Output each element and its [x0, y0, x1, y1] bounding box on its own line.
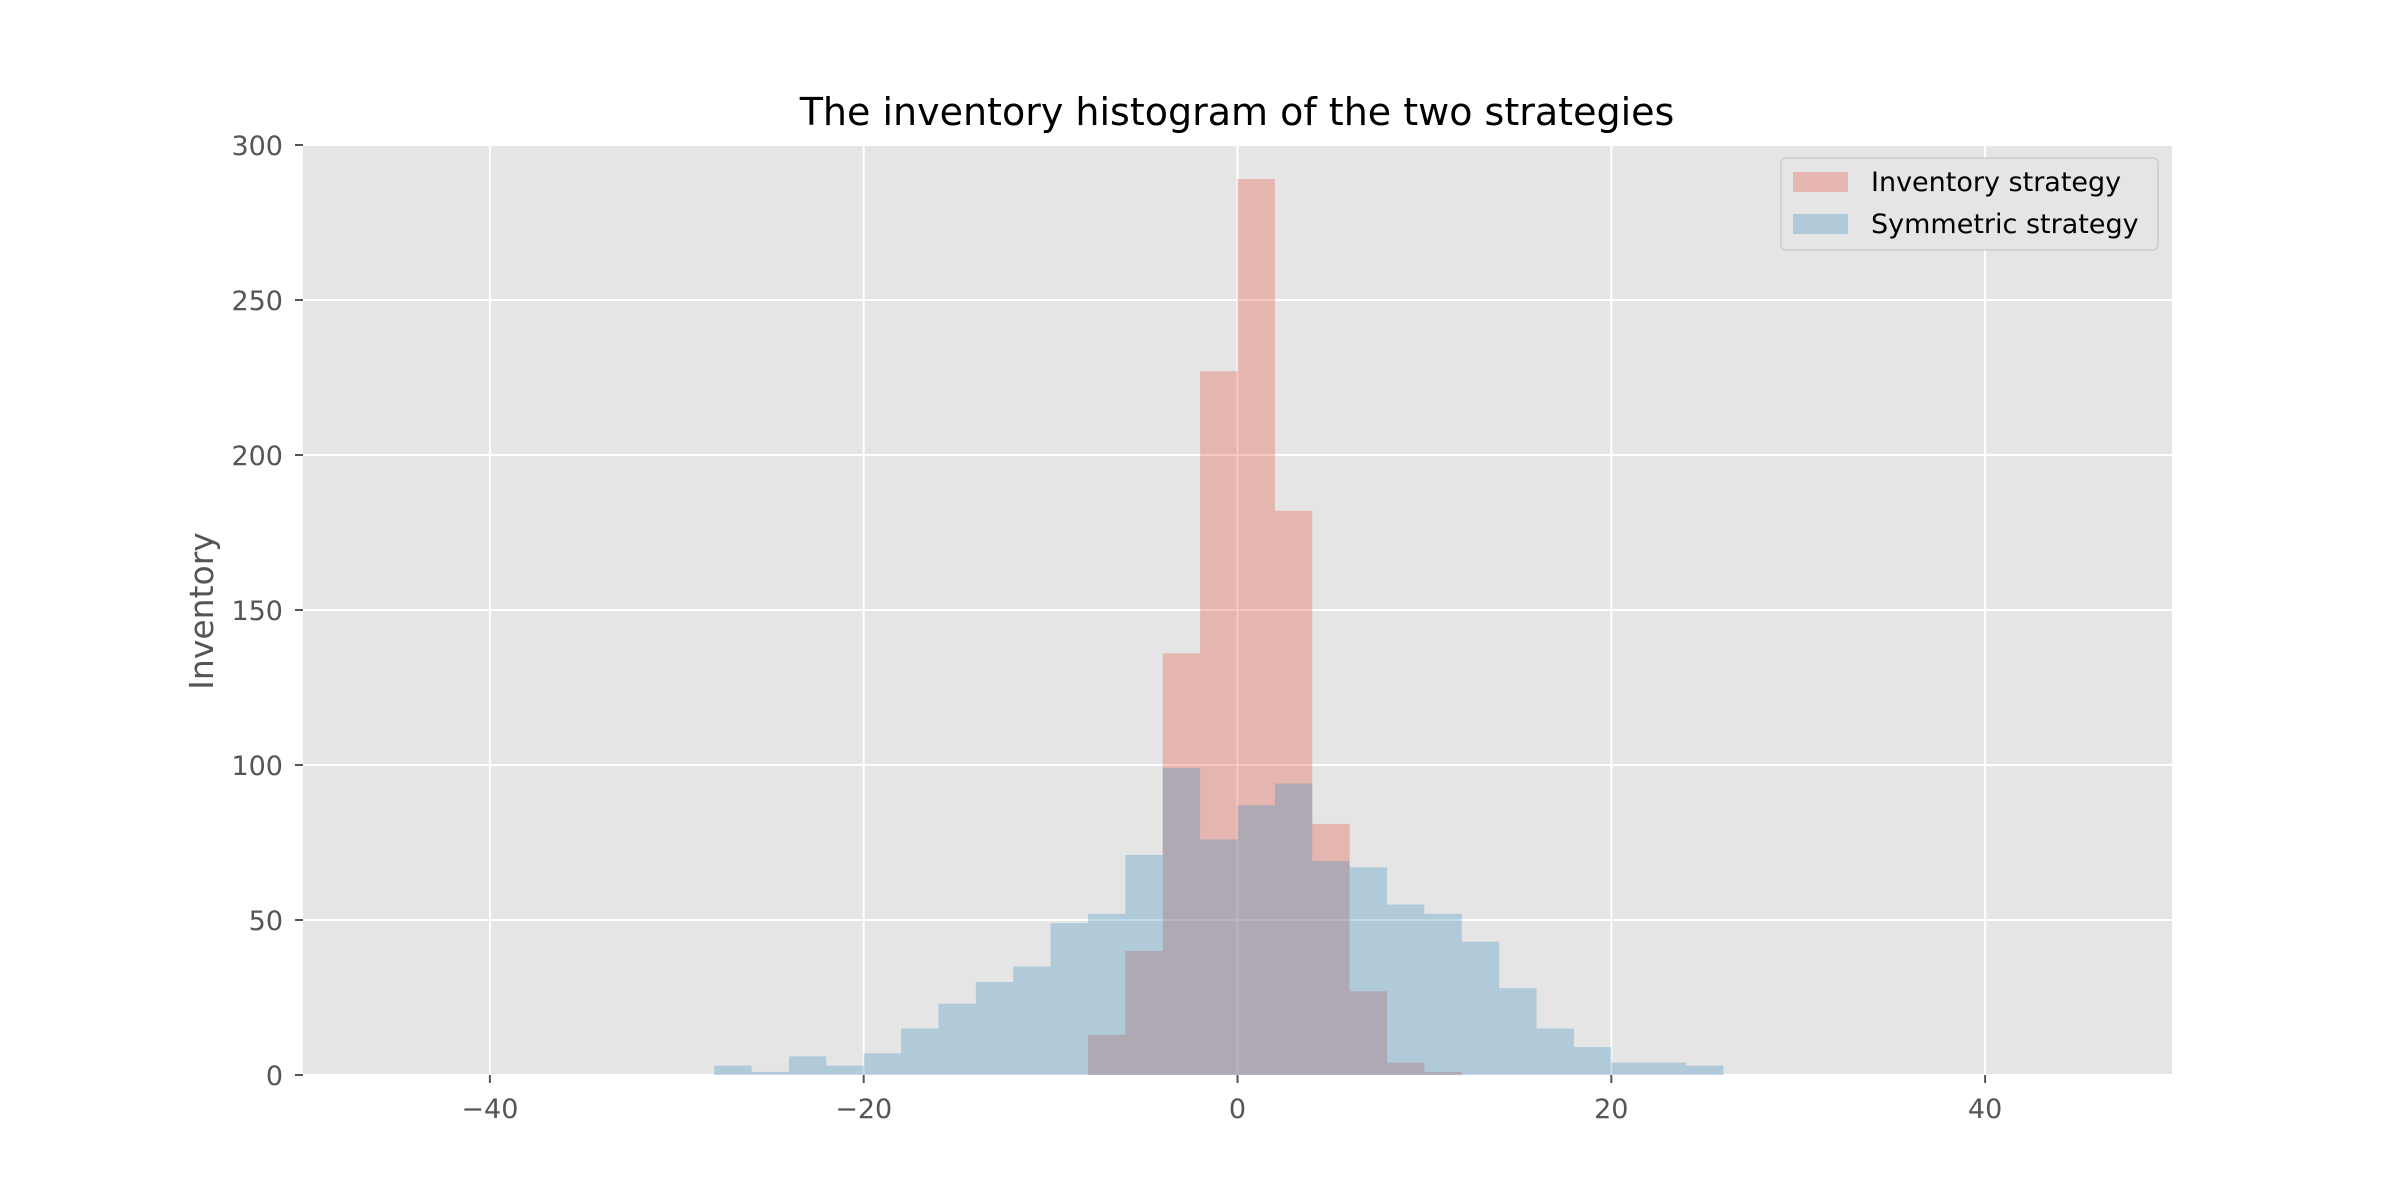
histogram-bar	[1461, 941, 1500, 1075]
chart-title: The inventory histogram of the two strat…	[799, 90, 1675, 134]
histogram-bar	[751, 1071, 789, 1075]
histogram-bar	[938, 1003, 976, 1075]
bars	[714, 179, 1724, 1076]
legend-label-inventory: Inventory strategy	[1871, 167, 2121, 198]
histogram-bar	[1050, 923, 1088, 1075]
y-tick-label: 100	[231, 751, 283, 782]
y-tick-label: 200	[231, 441, 283, 472]
histogram-bar	[1125, 951, 1163, 1075]
histogram-bar	[1200, 839, 1238, 1075]
histogram-bar	[1274, 510, 1313, 1075]
histogram-bar	[1349, 867, 1388, 1075]
histogram-bar	[1424, 1071, 1462, 1075]
histogram-bar	[1387, 1062, 1425, 1075]
x-tick-label: 40	[1968, 1094, 2002, 1125]
histogram-bar	[1648, 1062, 1687, 1075]
y-tick-label: 150	[231, 596, 283, 627]
histogram-bar	[901, 1028, 939, 1075]
histogram-bar	[714, 1065, 752, 1075]
histogram-bar	[1536, 1028, 1574, 1075]
histogram-bar	[1200, 371, 1238, 1075]
histogram-bar	[1087, 1034, 1126, 1075]
x-tick-label: −40	[461, 1094, 518, 1125]
histogram-bar	[1237, 805, 1275, 1075]
series-symmetric	[714, 768, 1724, 1075]
histogram-bar	[1162, 653, 1201, 1075]
y-tick-label: 0	[266, 1061, 283, 1092]
histogram-bar	[1125, 854, 1163, 1075]
x-tick-label: 20	[1594, 1094, 1628, 1125]
histogram-bar	[863, 1053, 902, 1075]
histogram-bar	[1349, 991, 1388, 1075]
histogram-bar	[1237, 179, 1275, 1076]
histogram-bar	[1424, 913, 1462, 1075]
x-tick-label: 0	[1229, 1094, 1246, 1125]
legend-label-symmetric: Symmetric strategy	[1871, 209, 2139, 240]
y-tick-label: 300	[231, 131, 283, 162]
histogram-bar	[1312, 823, 1350, 1075]
histogram-bar	[1611, 1062, 1649, 1075]
grid-lines	[303, 144, 2172, 1076]
y-axis-label: Inventory	[182, 532, 221, 690]
axis-ticks: −40 −20 0 20 40 0 50 100 150 200 250 300	[231, 131, 2002, 1125]
histogram-bar	[1499, 988, 1537, 1075]
series-inventory	[1087, 179, 1462, 1076]
histogram-bar	[975, 982, 1014, 1075]
histogram-bar	[1312, 861, 1350, 1075]
histogram-bar	[788, 1056, 827, 1075]
x-tick-label: −20	[835, 1094, 892, 1125]
y-tick-label: 250	[231, 286, 283, 317]
legend-swatch-symmetric	[1793, 214, 1848, 234]
y-tick-label: 50	[249, 906, 283, 937]
histogram-bar	[1162, 768, 1201, 1075]
histogram-bar	[826, 1065, 864, 1075]
histogram-bar	[1387, 904, 1425, 1075]
legend-swatch-inventory	[1793, 172, 1848, 192]
histogram-bar	[1573, 1047, 1612, 1075]
histogram-bar	[1686, 1065, 1724, 1075]
histogram-bar	[1087, 913, 1126, 1075]
legend: Inventory strategy Symmetric strategy	[1780, 157, 2159, 251]
histogram-bar	[1013, 966, 1051, 1075]
histogram-bar	[1274, 783, 1313, 1075]
legend-box	[1780, 157, 2159, 251]
